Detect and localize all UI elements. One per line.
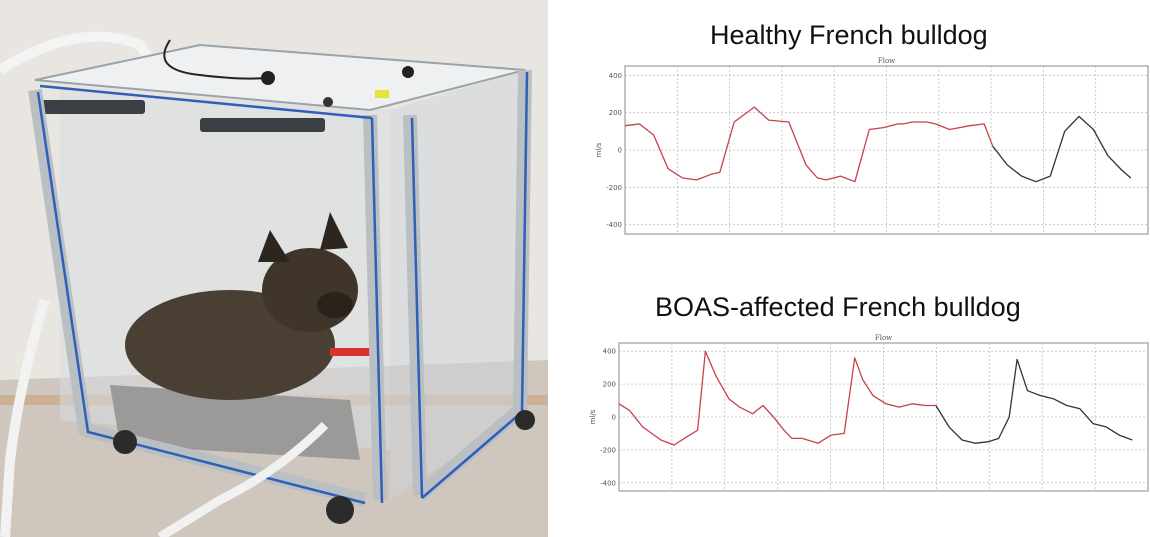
y-tick-label: -200 [606, 184, 622, 192]
photo-dog-in-plethysmography-chamber [0, 0, 548, 537]
white-tubing-lower [0, 298, 50, 537]
y-tick-label: -400 [606, 221, 622, 229]
chart-subtitle: Flow [878, 57, 895, 65]
lid-handle-right [200, 118, 325, 132]
wheel [515, 410, 535, 430]
lid-fitting [323, 97, 333, 107]
lid-fitting [261, 71, 275, 85]
y-axis-label: ml/s [589, 409, 597, 424]
y-tick-label: -400 [600, 479, 616, 487]
lid-fitting [402, 66, 414, 78]
dog-bed-mat [110, 385, 360, 460]
y-tick-label: 400 [609, 72, 622, 80]
y-tick-label: 200 [609, 109, 622, 117]
black-cable [163, 39, 266, 80]
lid-handle-left [35, 100, 145, 114]
chart-title-healthy: Healthy French bulldog [710, 20, 988, 50]
yellow-label [375, 90, 389, 98]
dog-ear-left [258, 230, 290, 262]
series-line-black [992, 115, 1132, 183]
dog-muzzle [317, 292, 353, 318]
y-axis-label: ml/s [595, 142, 603, 157]
wheel [326, 496, 354, 524]
y-tick-label: -200 [600, 446, 616, 454]
chart-title-boas: BOAS-affected French bulldog [655, 292, 1021, 322]
dog-ear-right [320, 212, 348, 250]
y-tick-label: 0 [612, 414, 616, 422]
series-line-black [935, 358, 1133, 444]
y-tick-label: 0 [618, 147, 622, 155]
chamber-frame [28, 69, 532, 507]
wheel [113, 430, 137, 454]
white-tubing-left [0, 31, 155, 75]
series-line-red [624, 106, 994, 183]
white-tubing-front [157, 421, 329, 537]
red-latch [330, 348, 370, 356]
y-tick-label: 400 [603, 348, 616, 356]
y-tick-label: 200 [603, 381, 616, 389]
series-line-red [618, 350, 936, 446]
chart-subtitle: Flow [875, 334, 892, 342]
